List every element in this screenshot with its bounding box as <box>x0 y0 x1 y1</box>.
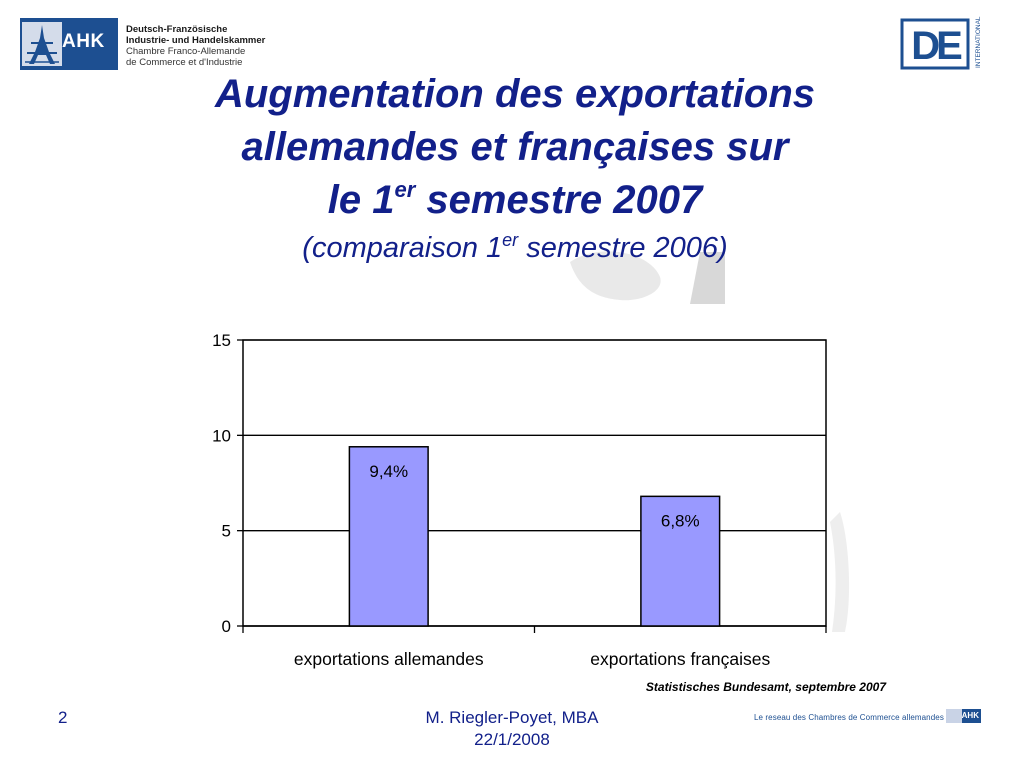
footer-date: 22/1/2008 <box>474 730 550 749</box>
ahk-line-3: Chambre Franco-Allemande <box>126 46 246 57</box>
y-tick-label: 15 <box>212 331 231 350</box>
y-tick-label: 10 <box>212 426 231 445</box>
title-line-2: allemandes et françaises sur <box>241 125 789 169</box>
ahk-line-2: Industrie- und Handelskammer <box>126 35 266 46</box>
title-line-1: Augmentation des exportations <box>214 72 816 116</box>
x-tick-label: exportations allemandes <box>294 649 484 669</box>
de-logo-side-text: INTERNATIONAL <box>975 16 982 68</box>
footer-author-date: M. Riegler-Poyet, MBA 22/1/2008 <box>372 707 652 751</box>
y-tick-label: 0 <box>222 617 231 636</box>
ahk-chamber-name: Deutsch-Französische Industrie- und Hand… <box>126 24 265 68</box>
footer-ahk-badge: AHK <box>946 709 981 723</box>
plot-area <box>242 339 827 627</box>
ahk-badge-text: AHK <box>62 31 105 52</box>
title-line-3-start: le 1 <box>327 178 395 222</box>
ahk-line-1: Deutsch-Französische <box>126 24 228 35</box>
eiffel-tower-icon <box>22 22 62 66</box>
de-international-logo: DE INTERNATIONAL <box>900 16 982 70</box>
bar-chart: 0 5 10 15 9,4% exportations allemandes 6,8% exp… <box>212 331 827 669</box>
ahk-badge: AHK <box>20 18 118 70</box>
ahk-logo: AHK Deutsch-Französische Industrie- und … <box>20 18 265 70</box>
x-tick-label: exportations françaises <box>590 649 770 669</box>
page-number: 2 <box>58 708 68 727</box>
footer-network-text: Le reseau des Chambres de Commerce allem… <box>754 713 944 722</box>
slide-title: Augmentation des exportations allemandes… <box>120 68 910 232</box>
title-line-3-end: semestre 2007 <box>415 178 703 222</box>
subtitle-end: semestre 2006) <box>518 232 728 264</box>
background-decoration <box>570 251 850 632</box>
bar <box>348 446 429 627</box>
y-tick-label: 5 <box>222 522 231 541</box>
footer-author: M. Riegler-Poyet, MBA <box>425 708 599 727</box>
slide-subtitle: (comparaison 1er semestre 2006) <box>120 230 910 269</box>
chart-source: Statistisches Bundesamt, septembre 2007 <box>645 680 886 694</box>
subtitle-start: (comparaison 1 <box>302 232 503 264</box>
data-label: 6,8% <box>661 511 700 530</box>
subtitle-superscript: er <box>502 230 519 250</box>
title-superscript: er <box>394 177 416 202</box>
ahk-line-4: de Commerce et d'Industrie <box>126 57 243 68</box>
bar <box>640 495 721 627</box>
data-label: 9,4% <box>369 462 408 481</box>
title-line-3: le 1er semestre 2007 <box>120 174 910 232</box>
de-logo-letters: DE <box>911 24 962 68</box>
